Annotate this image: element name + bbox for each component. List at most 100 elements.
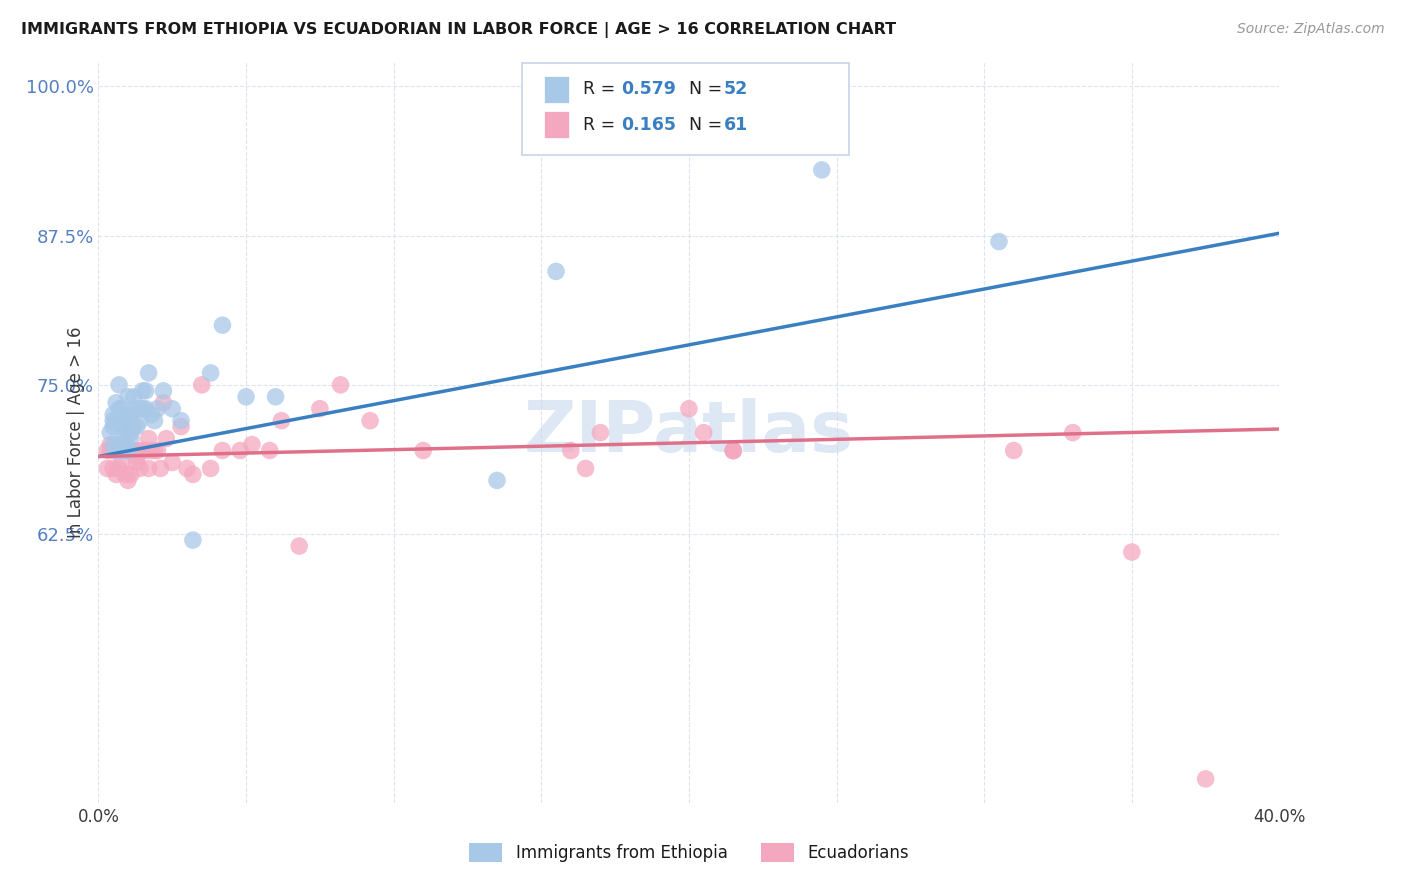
Point (132, 443, 155, 458)
Point (114, 467, 136, 482)
Point (181, 467, 204, 482)
Point (111, 455, 134, 469)
Text: R =: R = (583, 116, 621, 134)
Point (141, 443, 163, 458)
Point (181, 533, 204, 547)
Point (235, 390, 257, 404)
Point (309, 401, 332, 416)
Point (176, 461, 198, 475)
Point (170, 414, 193, 428)
Text: 52: 52 (724, 80, 748, 98)
Point (105, 396, 128, 410)
Point (117, 443, 139, 458)
Point (125, 455, 148, 469)
Point (723, 443, 745, 458)
Point (143, 443, 166, 458)
Point (108, 437, 131, 451)
Text: Source: ZipAtlas.com: Source: ZipAtlas.com (1237, 22, 1385, 37)
Text: 0.579: 0.579 (621, 80, 676, 98)
Text: N =: N = (689, 116, 728, 134)
Point (229, 443, 252, 458)
Point (264, 390, 287, 404)
Point (135, 384, 157, 398)
Point (288, 539, 311, 553)
Point (810, 162, 832, 177)
Point (108, 443, 131, 458)
Point (108, 461, 131, 475)
Point (96, 461, 118, 475)
Point (117, 408, 139, 422)
Point (114, 414, 136, 428)
Point (162, 455, 183, 469)
Point (98, 425, 121, 440)
Point (132, 384, 155, 398)
Point (128, 414, 150, 428)
Text: N =: N = (689, 80, 728, 98)
Point (114, 432, 136, 446)
Text: R =: R = (583, 80, 621, 98)
Point (1121, 545, 1143, 559)
Point (152, 384, 174, 398)
Point (111, 419, 134, 434)
Point (125, 401, 148, 416)
Point (138, 461, 160, 475)
Point (152, 396, 174, 410)
Point (589, 425, 612, 440)
Point (1195, 772, 1218, 786)
Point (105, 467, 128, 482)
Point (988, 235, 1011, 249)
Point (693, 425, 716, 440)
Text: 0.165: 0.165 (621, 116, 676, 134)
Point (103, 419, 125, 434)
Point (575, 461, 598, 475)
Point (125, 450, 148, 464)
Point (103, 437, 125, 451)
Point (117, 443, 139, 458)
Point (143, 414, 166, 428)
Point (560, 443, 582, 458)
Point (211, 318, 233, 333)
Text: IMMIGRANTS FROM ETHIOPIA VS ECUADORIAN IN LABOR FORCE | AGE > 16 CORRELATION CHA: IMMIGRANTS FROM ETHIOPIA VS ECUADORIAN I… (21, 22, 896, 38)
Point (128, 401, 150, 416)
Point (122, 390, 145, 404)
Point (117, 390, 139, 404)
Point (114, 437, 136, 451)
Point (1002, 443, 1025, 458)
Point (120, 408, 142, 422)
Point (103, 408, 125, 422)
Point (135, 401, 157, 416)
Point (105, 443, 128, 458)
Point (170, 419, 193, 434)
Point (678, 401, 700, 416)
Point (162, 401, 183, 416)
Point (141, 408, 163, 422)
Point (122, 443, 145, 458)
Point (240, 437, 263, 451)
Point (120, 425, 142, 440)
Point (98, 443, 121, 458)
Point (146, 401, 169, 416)
Point (259, 443, 281, 458)
Point (146, 443, 169, 458)
Point (125, 419, 148, 434)
Point (96, 443, 118, 458)
Point (105, 414, 128, 428)
Point (486, 474, 509, 488)
Point (117, 474, 139, 488)
Point (155, 432, 177, 446)
Point (108, 443, 131, 458)
Point (103, 443, 125, 458)
Point (546, 264, 568, 278)
Point (329, 377, 352, 392)
Point (114, 419, 136, 434)
Point (103, 414, 125, 428)
Point (105, 443, 128, 458)
Text: 61: 61 (724, 116, 748, 134)
Point (120, 467, 142, 482)
Point (111, 401, 134, 416)
Point (135, 443, 157, 458)
Point (111, 437, 134, 451)
Point (120, 432, 142, 446)
Point (108, 414, 131, 428)
Point (108, 377, 131, 392)
